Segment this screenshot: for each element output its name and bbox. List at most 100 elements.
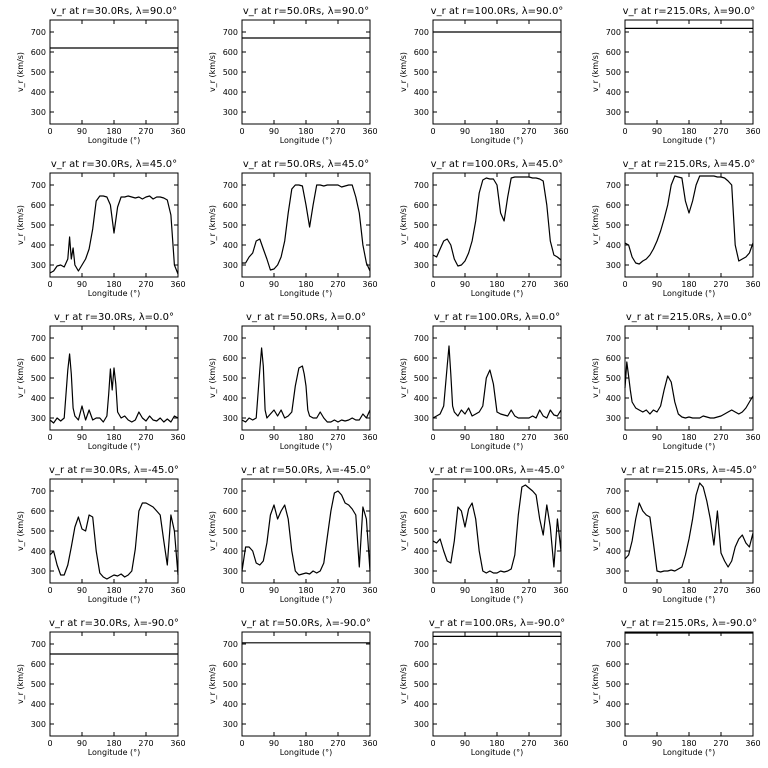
x-tick-label: 270 bbox=[330, 586, 345, 595]
y-tick-label: 700 bbox=[414, 487, 429, 496]
y-tick-label: 700 bbox=[414, 181, 429, 190]
plot-frame bbox=[624, 325, 754, 431]
x-tick-label: 360 bbox=[362, 433, 377, 442]
x-tick-label: 270 bbox=[713, 280, 728, 289]
x-tick-label: 360 bbox=[745, 433, 760, 442]
x-axis-label: Longitude (°) bbox=[280, 136, 333, 145]
x-tick-label: 360 bbox=[553, 739, 568, 748]
y-tick-label: 600 bbox=[606, 354, 621, 363]
x-tick-label: 0 bbox=[622, 586, 627, 595]
x-tick-label: 270 bbox=[138, 739, 153, 748]
y-tick-label: 700 bbox=[223, 487, 238, 496]
y-axis-label: v_r (km/s) bbox=[591, 511, 600, 551]
x-tick-label: 360 bbox=[553, 280, 568, 289]
x-axis-label: Longitude (°) bbox=[88, 136, 141, 145]
y-tick-label: 600 bbox=[223, 201, 238, 210]
y-axis-label: v_r (km/s) bbox=[16, 664, 25, 704]
x-tick-label: 90 bbox=[460, 127, 470, 136]
x-tick-label: 180 bbox=[489, 280, 504, 289]
x-tick-label: 360 bbox=[170, 739, 185, 748]
y-tick-label: 400 bbox=[606, 241, 621, 250]
y-tick-label: 600 bbox=[223, 507, 238, 516]
x-tick-label: 90 bbox=[269, 739, 279, 748]
y-axis-label: v_r (km/s) bbox=[399, 52, 408, 92]
y-tick-label: 600 bbox=[223, 660, 238, 669]
y-tick-label: 400 bbox=[606, 700, 621, 709]
y-tick-label: 300 bbox=[31, 720, 46, 729]
chart-panel-5: v_r at r=30.0Rs, λ=45.0° 0 90 180 270 360 300 4… bbox=[16, 159, 186, 298]
y-tick-label: 300 bbox=[606, 567, 621, 576]
y-tick-label: 600 bbox=[606, 660, 621, 669]
y-tick-label: 500 bbox=[223, 221, 238, 230]
y-tick-label: 400 bbox=[606, 547, 621, 556]
y-tick-label: 600 bbox=[414, 48, 429, 57]
x-tick-label: 0 bbox=[622, 127, 627, 136]
x-tick-label: 90 bbox=[269, 280, 279, 289]
x-tick-label: 270 bbox=[138, 280, 153, 289]
x-tick-label: 180 bbox=[681, 280, 696, 289]
x-tick-label: 270 bbox=[713, 586, 728, 595]
x-tick-label: 360 bbox=[362, 280, 377, 289]
y-tick-label: 500 bbox=[223, 68, 238, 77]
y-tick-label: 500 bbox=[414, 680, 429, 689]
y-tick-label: 700 bbox=[414, 640, 429, 649]
chart-panel-12: v_r at r=215.0Rs, λ=0.0° 0 90 180 270 360 300 4… bbox=[591, 312, 761, 451]
x-tick-label: 360 bbox=[362, 586, 377, 595]
plot-frame bbox=[241, 631, 371, 737]
y-tick-label: 600 bbox=[414, 354, 429, 363]
x-tick-label: 180 bbox=[106, 280, 121, 289]
x-axis-label: Longitude (°) bbox=[663, 595, 716, 604]
y-tick-label: 700 bbox=[31, 640, 46, 649]
x-tick-label: 0 bbox=[239, 739, 244, 748]
y-tick-label: 500 bbox=[606, 374, 621, 383]
y-tick-label: 300 bbox=[31, 414, 46, 423]
x-tick-label: 0 bbox=[430, 127, 435, 136]
x-tick-label: 180 bbox=[489, 586, 504, 595]
x-axis-label: Longitude (°) bbox=[471, 442, 524, 451]
y-tick-label: 400 bbox=[414, 241, 429, 250]
chart-title: v_r at r=215.0Rs, λ=45.0° bbox=[623, 159, 756, 170]
y-axis-label: v_r (km/s) bbox=[399, 511, 408, 551]
chart-panel-9: v_r at r=30.0Rs, λ=0.0° 0 90 180 270 360 300 40… bbox=[16, 312, 186, 451]
y-tick-label: 300 bbox=[414, 261, 429, 270]
x-tick-label: 360 bbox=[362, 127, 377, 136]
x-tick-label: 270 bbox=[138, 586, 153, 595]
y-tick-label: 700 bbox=[31, 334, 46, 343]
x-tick-label: 90 bbox=[652, 280, 662, 289]
y-tick-label: 500 bbox=[606, 680, 621, 689]
x-axis-label: Longitude (°) bbox=[471, 748, 524, 757]
x-tick-label: 360 bbox=[170, 280, 185, 289]
y-tick-label: 400 bbox=[31, 241, 46, 250]
y-tick-label: 700 bbox=[414, 334, 429, 343]
x-tick-label: 90 bbox=[269, 433, 279, 442]
plot-frame bbox=[624, 478, 754, 584]
series-line bbox=[432, 345, 562, 419]
y-tick-label: 700 bbox=[223, 28, 238, 37]
y-tick-label: 300 bbox=[223, 108, 238, 117]
y-tick-label: 700 bbox=[223, 334, 238, 343]
y-tick-label: 700 bbox=[414, 28, 429, 37]
y-axis-label: v_r (km/s) bbox=[16, 52, 25, 92]
x-tick-label: 180 bbox=[489, 127, 504, 136]
series-line bbox=[241, 490, 371, 576]
x-tick-label: 90 bbox=[77, 127, 87, 136]
y-tick-label: 500 bbox=[31, 527, 46, 536]
y-tick-label: 400 bbox=[223, 700, 238, 709]
y-tick-label: 300 bbox=[414, 720, 429, 729]
x-tick-label: 270 bbox=[521, 739, 536, 748]
x-tick-label: 180 bbox=[298, 280, 313, 289]
x-tick-label: 360 bbox=[170, 586, 185, 595]
chart-title: v_r at r=50.0Rs, λ=0.0° bbox=[246, 312, 366, 323]
x-tick-label: 0 bbox=[239, 433, 244, 442]
y-tick-label: 700 bbox=[606, 28, 621, 37]
y-tick-label: 600 bbox=[414, 507, 429, 516]
plot-frame bbox=[241, 478, 371, 584]
chart-title: v_r at r=215.0Rs, λ=-45.0° bbox=[621, 465, 757, 476]
y-tick-label: 400 bbox=[223, 394, 238, 403]
x-tick-label: 0 bbox=[239, 586, 244, 595]
chart-panel-1: v_r at r=30.0Rs, λ=90.0° 0 90 180 270 360 300 4… bbox=[16, 6, 186, 145]
y-axis-label: v_r (km/s) bbox=[591, 358, 600, 398]
x-axis-label: Longitude (°) bbox=[88, 748, 141, 757]
y-tick-label: 400 bbox=[223, 241, 238, 250]
x-tick-label: 270 bbox=[330, 433, 345, 442]
